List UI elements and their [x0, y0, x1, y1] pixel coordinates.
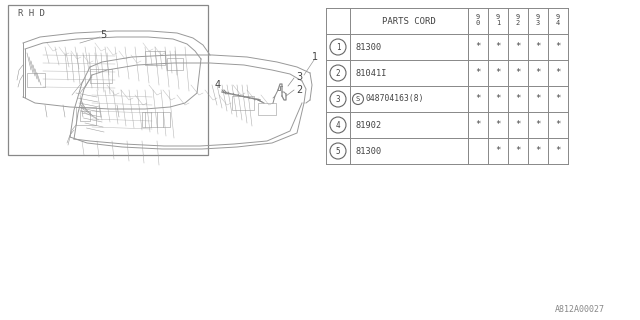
Text: *: *	[495, 121, 500, 130]
Bar	[27, 73, 45, 87]
Text: 3: 3	[296, 72, 302, 82]
Bar	[90, 69, 112, 83]
Text: *: *	[515, 147, 521, 156]
Circle shape	[330, 39, 346, 55]
Text: *: *	[556, 43, 561, 52]
Text: *: *	[495, 94, 500, 103]
Bar	[142, 112, 170, 127]
Bar	[145, 51, 165, 65]
Text: *: *	[535, 43, 541, 52]
Text: *: *	[535, 94, 541, 103]
Text: *: *	[535, 147, 541, 156]
Circle shape	[353, 93, 364, 105]
Text: 81300: 81300	[355, 43, 381, 52]
Text: *: *	[515, 94, 521, 103]
Text: *: *	[556, 121, 561, 130]
Text: *: *	[515, 121, 521, 130]
Text: 5: 5	[100, 30, 106, 40]
Text: R H D: R H D	[18, 9, 45, 18]
Text: 5: 5	[336, 147, 340, 156]
Text: PARTS CORD: PARTS CORD	[382, 17, 436, 26]
Bar	[76, 107, 96, 125]
Text: 81041I: 81041I	[355, 68, 387, 77]
Text: 9
0: 9 0	[476, 14, 480, 26]
Text: S: S	[356, 96, 360, 102]
Text: 1: 1	[336, 43, 340, 52]
Bar	[258, 103, 276, 115]
Text: 9
3: 9 3	[536, 14, 540, 26]
Text: 81902: 81902	[355, 121, 381, 130]
Bar	[232, 96, 254, 110]
Circle shape	[330, 91, 346, 107]
Bar	[80, 111, 90, 121]
Circle shape	[330, 143, 346, 159]
Text: 3: 3	[336, 94, 340, 103]
Text: *: *	[556, 147, 561, 156]
Text: *: *	[535, 68, 541, 77]
Text: 4: 4	[215, 80, 221, 90]
Circle shape	[330, 117, 346, 133]
Text: *: *	[515, 68, 521, 77]
Text: *: *	[556, 94, 561, 103]
Text: 2: 2	[336, 68, 340, 77]
Text: *: *	[476, 68, 481, 77]
Text: *: *	[476, 94, 481, 103]
Text: *: *	[515, 43, 521, 52]
Text: A812A00027: A812A00027	[555, 305, 605, 314]
Text: 1: 1	[312, 52, 318, 62]
Text: 9
4: 9 4	[556, 14, 560, 26]
Circle shape	[330, 65, 346, 81]
Text: 048704163(8): 048704163(8)	[366, 94, 424, 103]
Text: *: *	[535, 121, 541, 130]
Text: 9
1: 9 1	[496, 14, 500, 26]
Bar	[167, 58, 183, 70]
Text: *: *	[476, 43, 481, 52]
Bar	[8, 5, 208, 155]
Text: *: *	[495, 147, 500, 156]
Text: *: *	[556, 68, 561, 77]
Text: 4: 4	[336, 121, 340, 130]
Text: 9
2: 9 2	[516, 14, 520, 26]
Text: *: *	[495, 68, 500, 77]
Text: *: *	[476, 121, 481, 130]
Text: 81300: 81300	[355, 147, 381, 156]
Text: 2: 2	[296, 85, 302, 95]
Text: *: *	[495, 43, 500, 52]
